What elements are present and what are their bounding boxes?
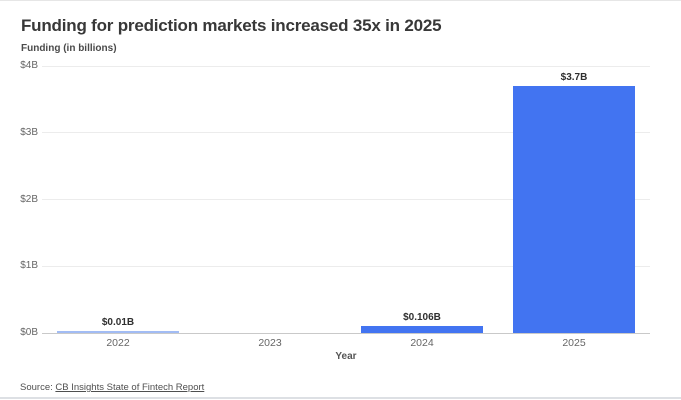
x-tick-label: 2024	[410, 337, 434, 349]
y-axis-title: Funding (in billions)	[21, 43, 117, 54]
x-tick-label: 2025	[562, 337, 586, 349]
bar-value-label: $3.7B	[560, 72, 588, 84]
bar-value-label: $0.106B	[403, 311, 441, 323]
x-tick-label: 2023	[258, 337, 282, 349]
x-axis-baseline	[42, 332, 650, 334]
gridline	[42, 132, 650, 134]
y-tick-label: $1B	[20, 260, 38, 272]
x-tick-label: 2022	[106, 337, 130, 349]
bar-2022	[57, 331, 179, 333]
y-tick-label: $2B	[20, 193, 38, 205]
gridline	[42, 265, 650, 267]
bar-value-label: $0.01B	[101, 317, 135, 328]
y-tick-label: $4B	[20, 60, 38, 71]
bottom-divider	[0, 397, 681, 399]
gridline	[42, 199, 650, 200]
source-line: Source: CB Insights State of Fintech Rep…	[20, 382, 204, 393]
y-tick-label: $3B	[20, 126, 38, 138]
chart-title: Funding for prediction markets increased…	[21, 16, 442, 36]
gridline	[42, 65, 650, 67]
x-axis-title: Year	[335, 351, 357, 362]
source-link[interactable]: CB Insights State of Fintech Report	[55, 382, 205, 393]
source-prefix: Source:	[20, 382, 56, 393]
top-divider	[0, 0, 681, 1]
y-tick-label: $0B	[20, 327, 38, 338]
bar-2024	[361, 325, 483, 333]
bar-2025	[513, 86, 635, 333]
